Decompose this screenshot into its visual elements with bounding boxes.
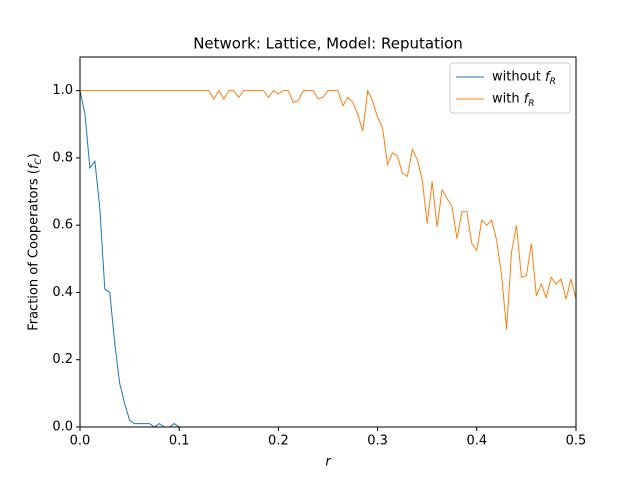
legend-label: with fR​	[492, 92, 535, 109]
y-tick-label: 0.6	[52, 218, 73, 233]
x-tick-label: 0.3	[367, 434, 388, 449]
data-line	[80, 90, 576, 427]
y-tick-label: 0.0	[52, 420, 73, 435]
legend-box	[449, 62, 571, 114]
y-tick-label: 1.0	[52, 83, 73, 98]
x-tick-label: 0.0	[70, 434, 91, 449]
x-tick-label: 0.2	[268, 434, 289, 449]
x-tick-label: 0.4	[466, 434, 487, 449]
chart-title: Network: Lattice, Model: Reputation	[193, 35, 463, 53]
x-tick-label: 0.5	[566, 434, 587, 449]
y-tick-label: 0.2	[52, 352, 73, 367]
data-line	[80, 88, 576, 330]
y-tick-label: 0.4	[52, 285, 73, 300]
x-axis-label: r	[325, 455, 332, 470]
x-tick-label: 0.1	[169, 434, 190, 449]
y-tick-label: 0.8	[52, 150, 73, 165]
legend-label: without fR​	[492, 70, 556, 87]
y-axis-label: Fraction of Cooperators (fC​)	[27, 153, 44, 331]
plot-frame	[79, 56, 577, 428]
